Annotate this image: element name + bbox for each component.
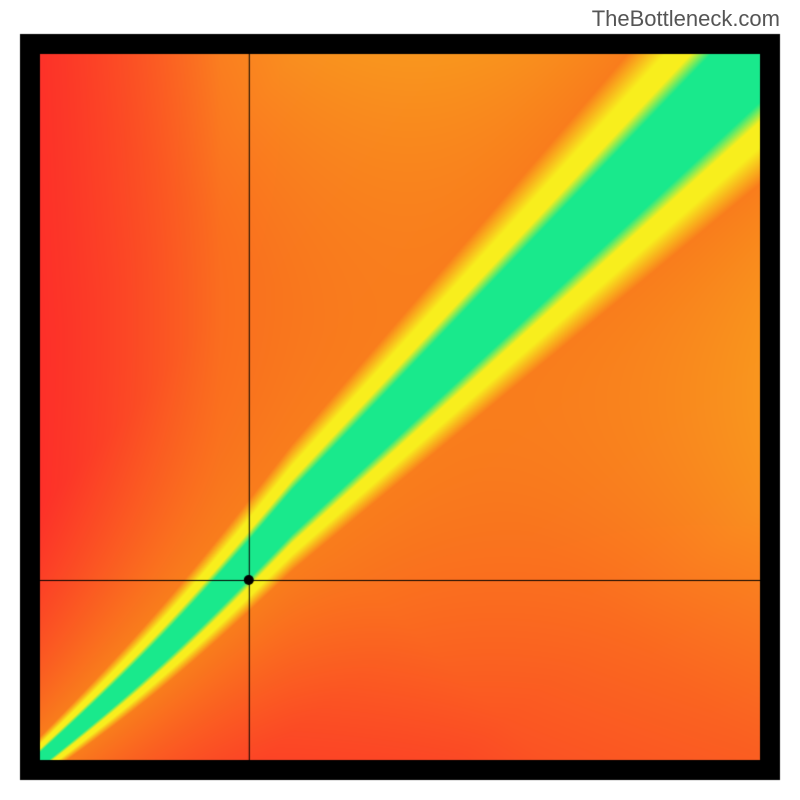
chart-container: TheBottleneck.com xyxy=(0,0,800,800)
watermark-text: TheBottleneck.com xyxy=(592,6,780,32)
bottleneck-heatmap xyxy=(0,0,800,800)
